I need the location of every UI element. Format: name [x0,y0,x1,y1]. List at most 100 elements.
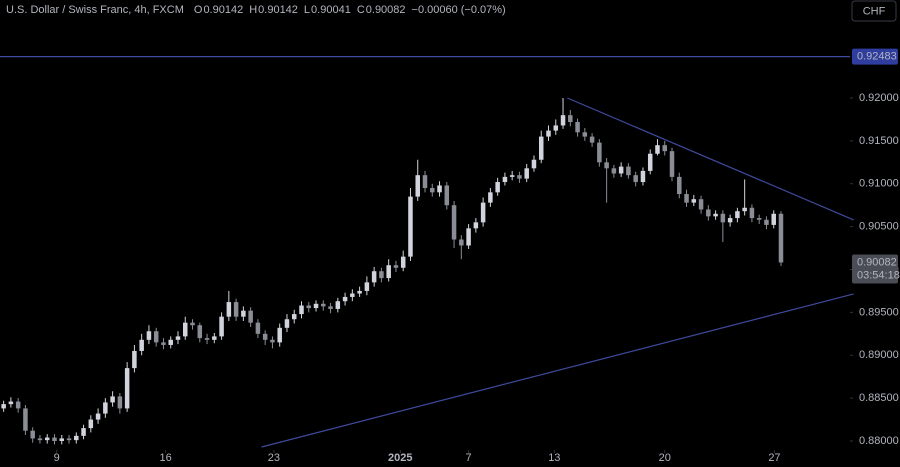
candle-body [502,176,508,183]
candle-body [546,130,551,137]
candle-body [684,194,689,203]
candle-body [81,428,86,436]
candle-body [742,207,747,212]
candle-body [756,218,762,220]
candle-body [328,306,333,309]
x-tick-label: 20 [659,452,671,464]
candle-body [66,438,72,441]
candle-body [117,396,123,409]
candle-body [626,166,631,176]
candle-body [350,293,355,297]
y-tick-label: 0.90500 [859,221,899,233]
candle-body [480,202,486,223]
candle-body [299,305,304,315]
currency-box[interactable] [851,0,897,22]
y-tick-label: 0.89000 [859,349,899,361]
candle-body [640,170,646,183]
candle-body [291,314,297,320]
candle-body [509,175,515,177]
candle-body [466,228,471,246]
candle-body [662,145,667,152]
candle-body [517,175,522,179]
candle-body [175,336,181,340]
candle-body [59,438,65,441]
candle-body [393,265,399,268]
ohlc-key: L [304,4,310,16]
y-tick-label: 0.91500 [859,135,899,147]
symbol: U.S. Dollar / Swiss Franc, 4h, FXCM [6,4,184,16]
candle-body [88,419,94,429]
candle-body [771,213,776,225]
last-price-box [852,254,898,284]
candle-body [15,401,21,409]
candle-body [103,402,108,414]
candle-body [95,413,101,420]
candle-body [52,437,57,441]
candle-body [597,142,602,163]
candle-body [248,310,253,323]
candle-body [415,175,420,197]
hline-label: 0.92483 [857,50,897,62]
candle-body [568,115,573,123]
candle-body [277,327,282,343]
candle-body [473,222,479,229]
candle-body [560,115,566,126]
candle-body [444,185,450,206]
candle-body [110,396,115,403]
candle-body [342,296,348,302]
x-tick-label: 2025 [388,452,412,464]
trendline [567,97,854,221]
candle-body [720,213,726,223]
x-tick-label: 27 [768,452,780,464]
candle-body [23,408,28,431]
candle-body [30,430,35,439]
candle-body [488,192,493,203]
candle-body [677,176,682,195]
candle-body [698,199,704,210]
candle-body [400,256,406,268]
countdown: 03:54:18 [857,269,900,281]
candle-body [408,196,413,257]
candle-body [44,437,50,441]
x-tick-label: 9 [54,452,60,464]
candle-body [749,207,755,219]
candle-body [1,404,6,409]
candle-body [284,319,290,328]
candle-body [270,339,275,343]
last-price: 0.90082 [857,256,897,268]
y-tick-label: 0.91000 [859,178,899,190]
candle-body [575,122,580,133]
candle-body [611,168,617,174]
candle-body [727,218,733,223]
y-tick-label: 0.88500 [859,392,899,404]
candle-body [197,325,203,339]
x-tick-label: 7 [466,452,472,464]
x-tick-label: 23 [268,452,280,464]
candle-body [430,188,435,193]
candle-body [255,322,261,334]
header: U.S. Dollar / Swiss Franc, 4h, FXCM O 0.90… [6,4,506,16]
candle-body [604,162,609,169]
ohlc-key: C [357,4,365,16]
candle-body [371,271,377,283]
candle-body [437,185,442,193]
candle-body [655,145,660,154]
ohlc-key: H [249,4,257,16]
candle-body [669,151,675,177]
candle-body [183,322,188,337]
candle-body [321,303,326,307]
candle-body [306,305,312,309]
candle-body [764,219,769,225]
candle-body [735,211,740,219]
candle-body [364,282,370,291]
currency[interactable]: CHF [863,5,886,17]
candle-body [37,438,43,441]
candle-body [538,136,544,160]
change: −0.00060 (−0.07%) [412,4,506,16]
ohlc-value: 0.90082 [366,4,406,16]
candle-body [582,132,588,137]
ohlc-key: O [194,4,203,16]
